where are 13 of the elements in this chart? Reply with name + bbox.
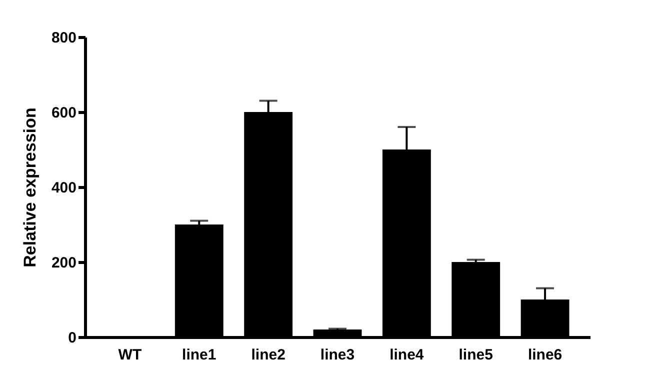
y-tick-label: 800 — [51, 30, 76, 46]
x-tick-label: line2 — [251, 346, 286, 364]
x-tick-label: line5 — [458, 346, 493, 364]
y-tick-label: 200 — [51, 254, 76, 272]
x-tick-label: line3 — [320, 346, 355, 364]
y-axis-title: Relative expression — [20, 108, 40, 268]
x-tick-label: line1 — [182, 346, 216, 364]
y-tick-label: 0 — [68, 330, 76, 346]
y-tick-label: 600 — [51, 104, 76, 122]
x-tick-label: WT — [118, 346, 142, 364]
y-tick-label: 400 — [51, 180, 76, 196]
x-tick-label: line6 — [528, 346, 562, 364]
x-tick-label: line4 — [390, 346, 424, 364]
